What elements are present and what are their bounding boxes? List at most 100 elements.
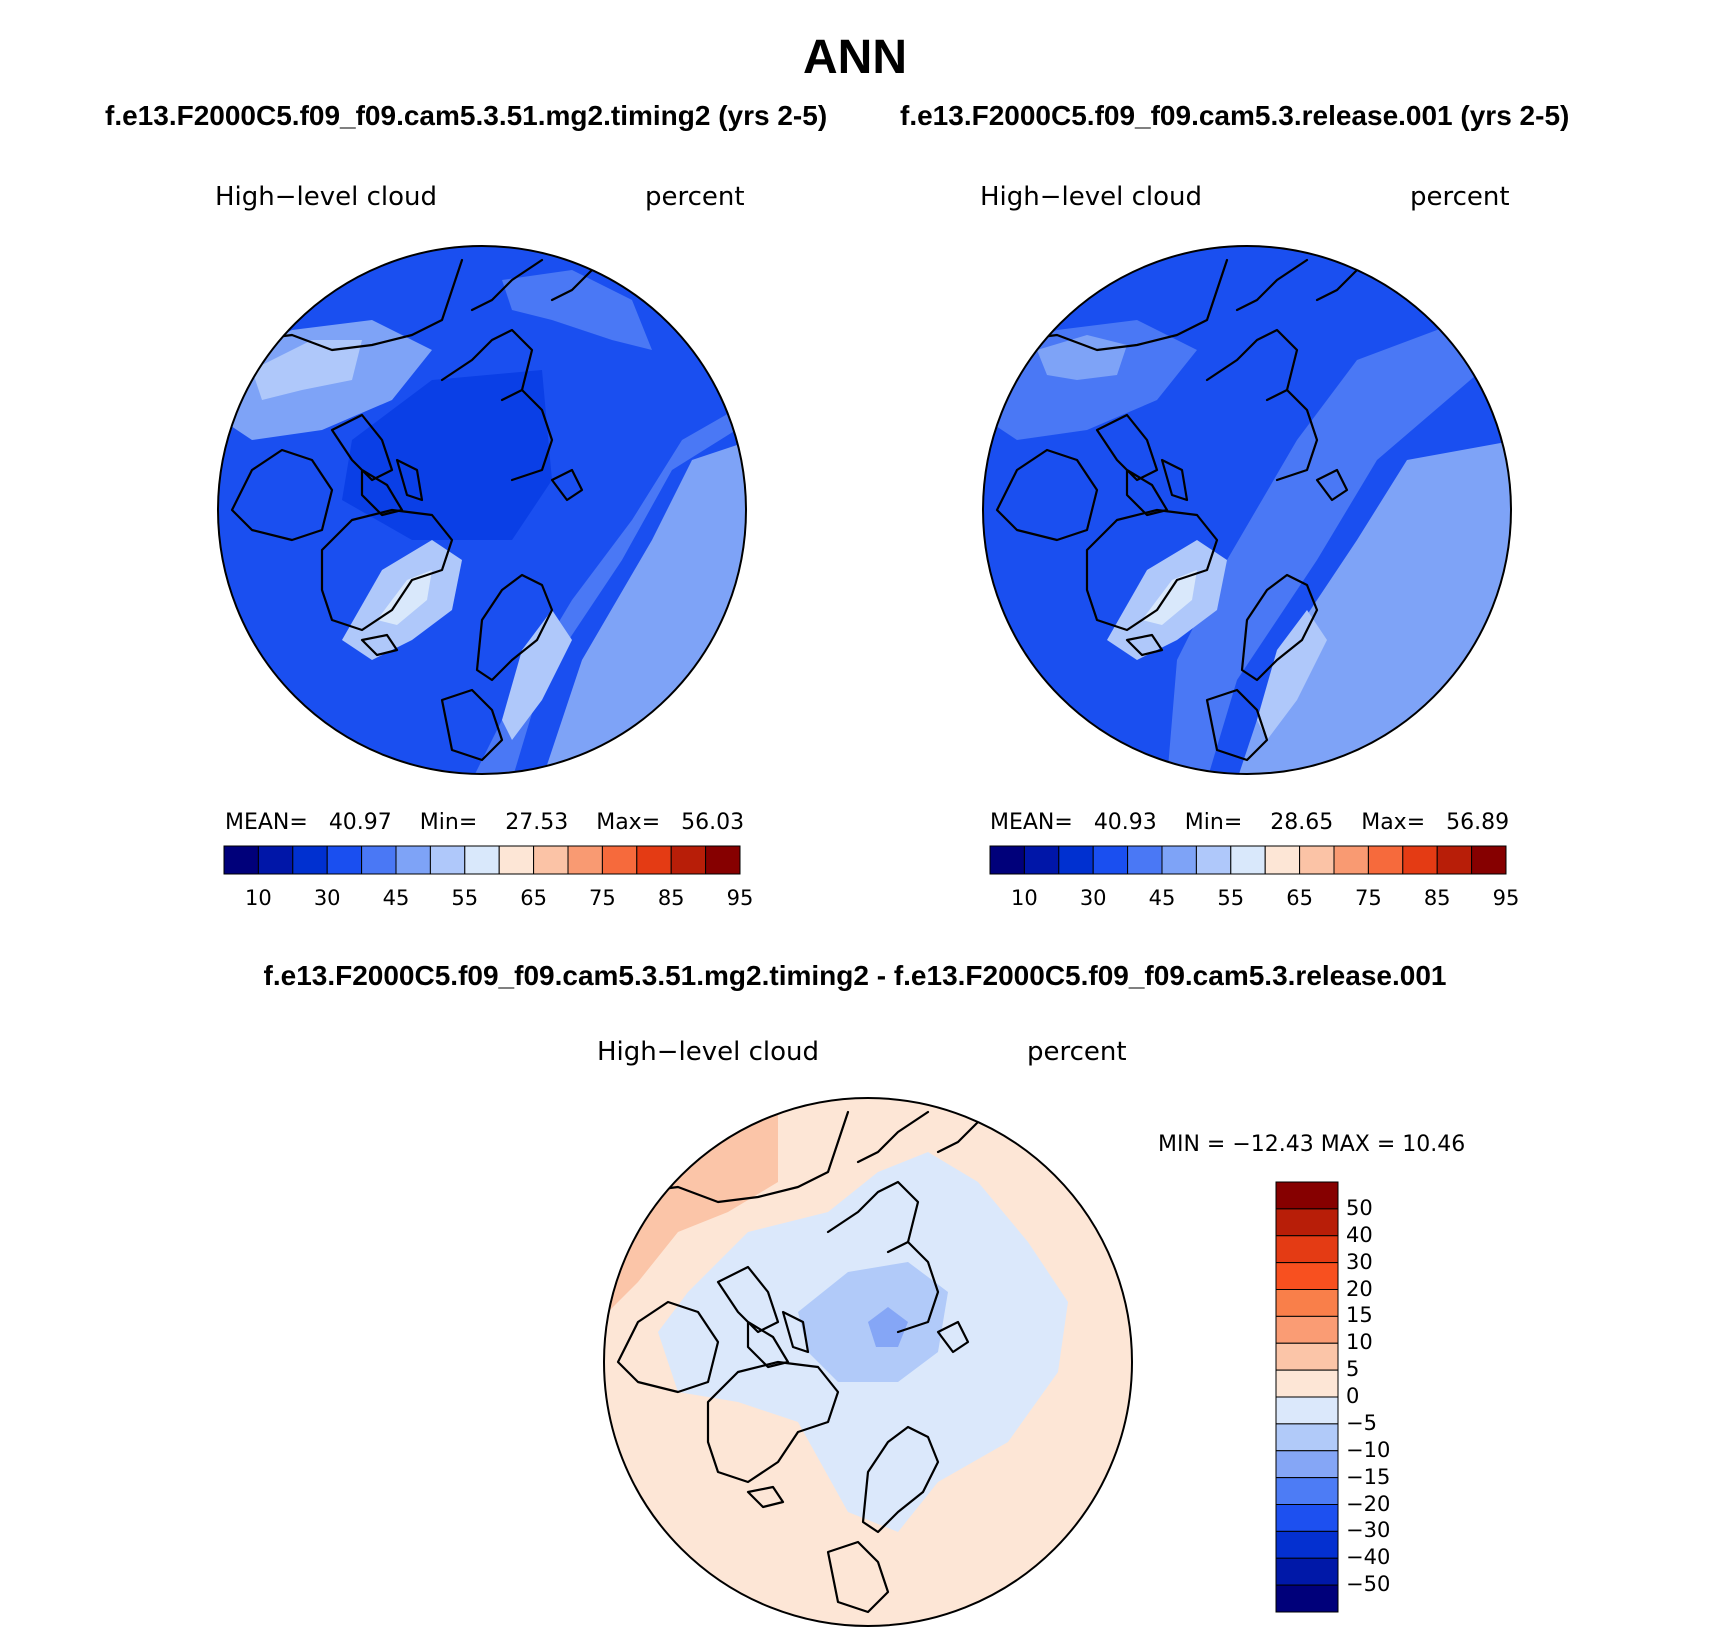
panel2-colorbar-swatch xyxy=(1195,845,1232,875)
panel2-colorbar-swatch xyxy=(1333,845,1369,875)
panel2-colorbar-swatch xyxy=(1023,845,1060,875)
panel3-units-label: percent xyxy=(1027,1037,1127,1067)
panel1-coast-scandinavia xyxy=(475,573,554,682)
panel2-map-border xyxy=(982,245,1512,775)
panel3-coast-iceland xyxy=(746,1485,785,1509)
panel2-coast-archipelago xyxy=(1095,413,1189,517)
panel2-min-label: Min= xyxy=(1184,810,1243,835)
panel1-min-label: Min= xyxy=(419,810,478,835)
difference-colorbar-swatch xyxy=(1275,1504,1339,1532)
panel1-colorbar-swatch xyxy=(670,845,707,875)
panel3-coast-hudson xyxy=(616,1300,720,1394)
panel2-coast-europe xyxy=(1205,688,1269,762)
panel2-colorbar-swatch xyxy=(1299,845,1335,875)
panel2-colorbar-swatch xyxy=(1436,845,1473,875)
panel2-colorbar-tick-label: 55 xyxy=(1217,886,1245,910)
difference-colorbar-swatch xyxy=(1275,1208,1339,1237)
panel1-coast-arctic-canada xyxy=(510,388,554,482)
panel2-colorbar-swatch xyxy=(1161,845,1197,875)
panel2-colorbar-tick-label: 10 xyxy=(1011,886,1038,910)
panel1-colorbar-swatch xyxy=(567,845,603,875)
difference-colorbar-swatch xyxy=(1275,1396,1339,1425)
panel1-polar-map xyxy=(217,245,747,775)
difference-colorbar-swatch xyxy=(1275,1450,1339,1479)
panel1-colorbar-swatch xyxy=(257,845,294,875)
panel2-colorbar-tick-label: 75 xyxy=(1355,886,1382,910)
difference-colorbar-swatch xyxy=(1275,1423,1339,1452)
panel2-colorbar-tick-label: 95 xyxy=(1492,886,1520,910)
panel1-colorbar-tick-label: 85 xyxy=(657,886,685,910)
panel1-colorbar-swatch xyxy=(636,845,672,875)
difference-colorbar-swatch xyxy=(1275,1262,1339,1290)
panel2-coast-hudson xyxy=(995,448,1099,542)
panel2-variable-label: High−level cloud xyxy=(980,182,1203,212)
panel1-scandinavia-light xyxy=(502,610,572,740)
panel1-coast-europe xyxy=(440,688,504,762)
panel1-colorbar-swatch xyxy=(533,845,569,875)
difference-colorbar-tick-label: 40 xyxy=(1346,1222,1373,1247)
panel1-colorbar-swatch xyxy=(705,845,741,875)
panel1-colorbar-tick-label: 95 xyxy=(726,886,754,910)
panel2-colorbar-swatch xyxy=(1230,845,1266,875)
panel2-colorbar xyxy=(989,845,1507,875)
panel1-colorbar-swatch xyxy=(326,845,363,875)
panel2-polar-map xyxy=(982,245,1512,775)
panel2-stats: MEAN= 40.93 Min= 28.65 Max= 56.89 xyxy=(990,810,1509,835)
figure-title: ANN xyxy=(803,31,907,84)
panel1-colorbar-swatch xyxy=(429,845,466,875)
panel3-negative-region-3 xyxy=(868,1307,908,1347)
panel1-colorbar-tick-label: 75 xyxy=(589,886,616,910)
difference-colorbar-swatch xyxy=(1275,1369,1339,1398)
difference-colorbar-swatch xyxy=(1275,1289,1339,1317)
panel2-coast-scandinavia xyxy=(1240,573,1319,682)
difference-colorbar-tick-label: −15 xyxy=(1346,1464,1391,1489)
case-title-right: f.e13.F2000C5.f09_f09.cam5.3.release.001… xyxy=(900,100,1570,131)
panel2-colorbar-swatch xyxy=(989,845,1025,875)
panel2-coast-greenland xyxy=(1085,508,1219,632)
panel1-colorbar-swatch xyxy=(223,845,259,875)
panel2-mean-value: 40.93 xyxy=(1093,810,1157,835)
difference-colorbar-tick-label: −5 xyxy=(1346,1410,1377,1435)
panel2-units-label: percent xyxy=(1410,182,1510,212)
difference-colorbar-tick-label: −20 xyxy=(1346,1491,1391,1516)
panel1-coast-iceland xyxy=(360,633,399,657)
panel2-min-value: 28.65 xyxy=(1270,810,1334,835)
difference-colorbar-swatch xyxy=(1275,1181,1339,1210)
difference-colorbar-swatch xyxy=(1275,1235,1339,1264)
panel2-colorbar-tick-label: 65 xyxy=(1286,886,1313,910)
panel2-colorbar-tick-label: 45 xyxy=(1148,886,1176,910)
difference-colorbar-tick-label: −50 xyxy=(1346,1572,1391,1597)
panel1-coastlines xyxy=(230,258,594,762)
panel2-max-value: 56.89 xyxy=(1446,810,1510,835)
difference-colorbar-swatch xyxy=(1275,1315,1339,1344)
difference-colorbar-tick-label: 20 xyxy=(1346,1276,1373,1301)
case-title-left: f.e13.F2000C5.f09_f09.cam5.3.51.mg2.timi… xyxy=(105,100,828,131)
difference-colorbar xyxy=(1275,1181,1339,1613)
panel1-coast-hudson xyxy=(230,448,334,542)
panel1-colorbar-tick-label: 65 xyxy=(520,886,547,910)
panel1-colorbar-tick-label: 30 xyxy=(313,886,341,910)
panel2-coast-novaya xyxy=(1315,468,1349,502)
panel2-mean-label: MEAN= xyxy=(990,810,1073,835)
panel1-contour-mid-north xyxy=(502,270,652,350)
panel1-colorbar-swatch xyxy=(601,845,638,875)
panel1-units-label: percent xyxy=(645,182,745,212)
panel1-coast-siberia xyxy=(250,258,594,352)
difference-colorbar-swatch xyxy=(1275,1477,1339,1505)
panel3-coast-arctic-canada xyxy=(896,1240,940,1334)
panel1-contour-lighter xyxy=(252,340,362,400)
panel2-colorbar-swatch xyxy=(1058,845,1094,875)
difference-colorbar-tick-label: −30 xyxy=(1346,1518,1391,1543)
panel2-coast-siberia xyxy=(1015,258,1359,352)
panel2-colorbar-swatch xyxy=(1471,845,1507,875)
panel2-colorbar-tick-label: 85 xyxy=(1423,886,1451,910)
panel2-colorbar-swatch xyxy=(1127,845,1163,875)
panel1-coast-archipelago xyxy=(330,413,424,517)
difference-colorbar-swatch xyxy=(1275,1530,1339,1559)
panel2-coast-arctic-canada xyxy=(1275,388,1319,482)
panel1-colorbar xyxy=(223,845,741,875)
panel2-max-label: Max= xyxy=(1361,810,1426,835)
panel1-colorbar-tick-label: 10 xyxy=(245,886,272,910)
panel2-coast-iceland xyxy=(1125,633,1164,657)
panel1-colorbar-swatch xyxy=(464,845,500,875)
